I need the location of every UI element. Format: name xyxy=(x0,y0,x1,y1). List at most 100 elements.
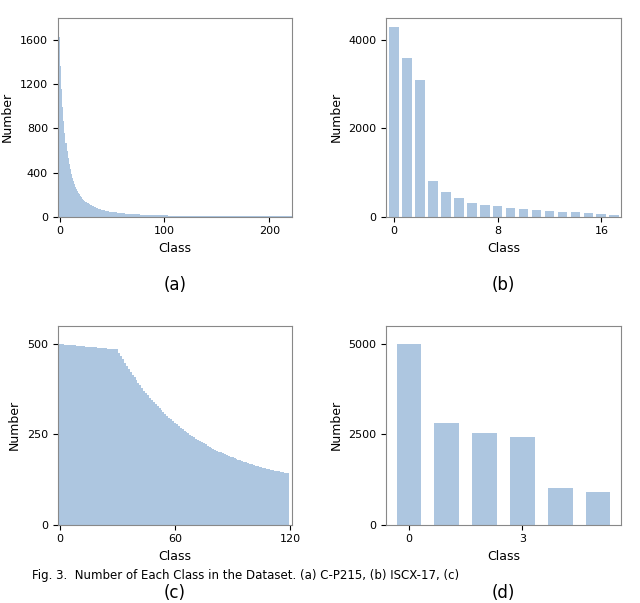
Bar xyxy=(70,174,72,216)
Bar xyxy=(102,210,103,216)
Bar xyxy=(126,213,127,216)
Bar xyxy=(178,426,180,525)
Bar xyxy=(84,346,86,525)
Bar xyxy=(207,446,209,525)
X-axis label: Class: Class xyxy=(487,550,520,563)
Bar xyxy=(60,66,61,216)
Bar xyxy=(68,164,70,216)
Bar xyxy=(77,191,78,216)
Bar xyxy=(149,397,151,525)
Bar xyxy=(264,468,266,525)
Bar xyxy=(136,380,138,525)
Bar xyxy=(118,213,119,216)
Bar xyxy=(139,215,140,216)
Bar xyxy=(214,450,216,525)
Bar xyxy=(88,347,90,525)
X-axis label: Class: Class xyxy=(159,550,191,563)
Bar xyxy=(92,206,93,216)
Bar xyxy=(278,472,280,525)
Bar xyxy=(126,366,128,525)
Bar xyxy=(257,466,259,525)
Bar xyxy=(99,209,100,216)
Bar xyxy=(95,207,96,216)
Bar xyxy=(245,463,247,525)
Text: (c): (c) xyxy=(164,584,186,602)
Bar xyxy=(153,402,155,525)
Bar xyxy=(596,213,606,216)
Bar xyxy=(287,473,289,525)
Bar xyxy=(103,210,104,216)
Bar xyxy=(130,372,132,525)
Bar xyxy=(609,215,619,216)
Bar xyxy=(260,467,262,525)
Bar xyxy=(232,458,234,525)
Bar xyxy=(79,194,80,216)
Bar xyxy=(85,201,86,216)
Y-axis label: Number: Number xyxy=(330,400,343,450)
Bar xyxy=(63,121,65,216)
Bar xyxy=(59,344,61,525)
Bar xyxy=(188,434,189,525)
Bar xyxy=(115,212,116,216)
Bar xyxy=(170,420,172,525)
Bar xyxy=(174,423,176,525)
Bar xyxy=(109,212,111,216)
Bar xyxy=(557,212,567,216)
Bar xyxy=(136,214,137,216)
Bar xyxy=(154,215,156,216)
Bar xyxy=(129,214,131,216)
Bar xyxy=(191,436,193,525)
Text: (a): (a) xyxy=(163,276,186,294)
Bar xyxy=(63,344,65,525)
Bar xyxy=(82,346,84,525)
Bar xyxy=(145,393,147,525)
Bar xyxy=(74,184,75,216)
Bar xyxy=(164,414,166,525)
Bar xyxy=(397,344,421,525)
Bar xyxy=(120,356,122,525)
Bar xyxy=(82,198,83,216)
Bar xyxy=(571,212,580,216)
Bar xyxy=(62,107,63,216)
Bar xyxy=(76,346,78,525)
Bar xyxy=(532,210,541,216)
Bar xyxy=(480,205,490,216)
Bar xyxy=(259,467,260,525)
Bar xyxy=(224,454,226,525)
Bar xyxy=(86,203,88,216)
Bar xyxy=(218,452,220,525)
Bar xyxy=(510,437,534,525)
Bar xyxy=(137,214,138,216)
Bar xyxy=(212,449,214,525)
Bar xyxy=(262,468,264,525)
Bar xyxy=(105,210,106,216)
Bar xyxy=(148,215,149,216)
Bar xyxy=(93,347,95,525)
Bar xyxy=(144,215,145,216)
Bar xyxy=(116,350,118,525)
Bar xyxy=(147,215,148,216)
Bar xyxy=(147,396,149,525)
Bar xyxy=(161,410,163,525)
Bar xyxy=(143,391,145,525)
Bar xyxy=(160,215,161,216)
Bar xyxy=(197,440,199,525)
Bar xyxy=(97,208,98,216)
Bar xyxy=(156,215,157,216)
Bar xyxy=(282,472,284,525)
Bar xyxy=(111,212,113,216)
Bar xyxy=(205,444,207,525)
Bar xyxy=(101,210,102,216)
Bar xyxy=(104,210,105,216)
Bar xyxy=(101,348,103,525)
Bar xyxy=(132,214,134,216)
Bar xyxy=(239,461,241,525)
Bar xyxy=(285,473,287,525)
Bar xyxy=(138,215,139,216)
Bar xyxy=(193,437,195,525)
Bar xyxy=(161,215,162,216)
Bar xyxy=(163,215,164,216)
Bar xyxy=(140,215,141,216)
Bar xyxy=(506,208,515,216)
Bar xyxy=(402,58,412,216)
